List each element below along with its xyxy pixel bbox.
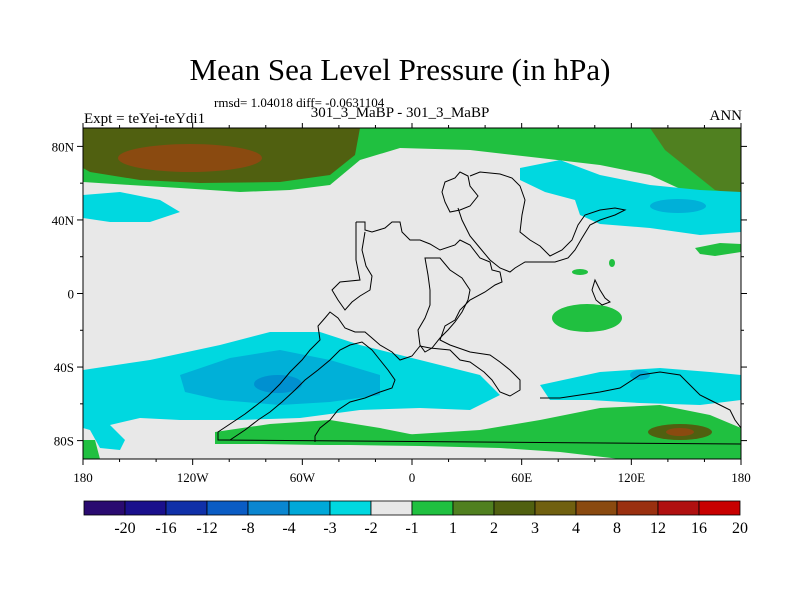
colorbar-label: 3 [531,520,539,537]
colorbar-label: 8 [613,520,621,537]
colorbar-swatch [329,500,372,516]
region-green-dot [572,269,588,275]
region-antarctica-green-east [315,405,741,459]
y-tick-label: 40N [52,213,75,228]
x-tick-label: 60W [290,470,316,485]
colorbar-swatch [83,500,126,516]
colorbar-swatch [452,500,495,516]
colorbar-label: -20 [114,520,135,537]
colorbar-swatch [575,500,618,516]
region-antarctica-brown [666,428,694,436]
region-northwest-pacific-cyan [520,160,741,235]
x-tick-label: 180 [73,470,93,485]
coastline-antarctica [217,371,741,445]
region-north-pacific-cyan [83,192,180,222]
x-tick-label: 180 [731,470,751,485]
colorbar-label: -12 [196,520,217,537]
colorbar-swatch [534,500,577,516]
region-south-indian-cyan [540,368,741,405]
colorbar-label: -4 [282,520,295,537]
region-green-dot-2 [609,259,615,267]
region-arctic-dark-green-east [650,128,741,195]
coastline-eurasia [441,171,627,273]
region-indian-ocean-green [552,304,622,332]
colorbar-swatch [657,500,700,516]
coastline-americas [217,221,521,442]
y-axis: 80N 40N 0 40S 80S [52,139,747,449]
region-green-patch-ne [695,243,741,256]
y-tick-label: 40S [54,360,74,375]
season-label: ANN [709,108,743,124]
colorbar-swatch [124,500,167,516]
coastlines [217,171,741,445]
coastline-australia [591,278,611,306]
colorbar-label: 1 [449,520,457,537]
colorbar-label: 2 [490,520,498,537]
colorbar-swatch [411,500,454,516]
colorbar-label: -1 [405,520,418,537]
coastline-north-america [331,222,373,311]
colorbar-swatch [165,500,208,516]
colorbar-swatch [247,500,290,516]
x-axis: 180 120W 60W 0 60E 120E 180 [73,123,751,485]
colorbar-swatch [206,500,249,516]
colorbar-swatch [698,500,741,516]
colorbar-label: 20 [732,520,748,537]
y-tick-label: 0 [68,287,75,302]
colorbar-label: -2 [364,520,377,537]
colorbar-swatch [616,500,659,516]
y-tick-label: 80N [52,139,75,154]
colorbar-label: -3 [323,520,336,537]
colorbar-label: 4 [572,520,580,537]
colorbar-label: 16 [691,520,707,537]
colorbar-swatch [288,500,331,516]
colorbar-swatch [493,500,536,516]
colorbar-label: -8 [241,520,254,537]
colorbar-swatch [370,500,413,516]
region-northwest-pacific-blue [650,199,706,213]
x-tick-label: 60E [511,470,532,485]
colorbar: -20 -16 -12 -8 -4 -3 -2 -1 1 2 3 4 8 12 16 20 [83,500,748,537]
rmsd-diff-stats: rmsd= 1.04018 diff= -0.0631104 [214,95,385,110]
region-southwest-pacific-green [83,440,100,459]
page-title: Mean Sea Level Pressure (in hPa) [189,52,611,87]
region-southern-ocean-core [254,375,302,393]
anomaly-field [83,128,741,459]
comparison-subtitle: 301_3_MaBP - 301_3_MaBP [310,105,490,121]
x-tick-label: 120E [618,470,646,485]
colorbar-label: -16 [155,520,176,537]
coastline-africa [417,257,471,353]
y-tick-label: 80S [54,434,74,449]
x-tick-label: 0 [409,470,416,485]
colorbar-label: 12 [650,520,666,537]
experiment-label: Expt = teYei-teYdi1 [84,111,206,127]
x-tick-label: 120W [177,470,210,485]
region-arctic-core [118,144,262,172]
